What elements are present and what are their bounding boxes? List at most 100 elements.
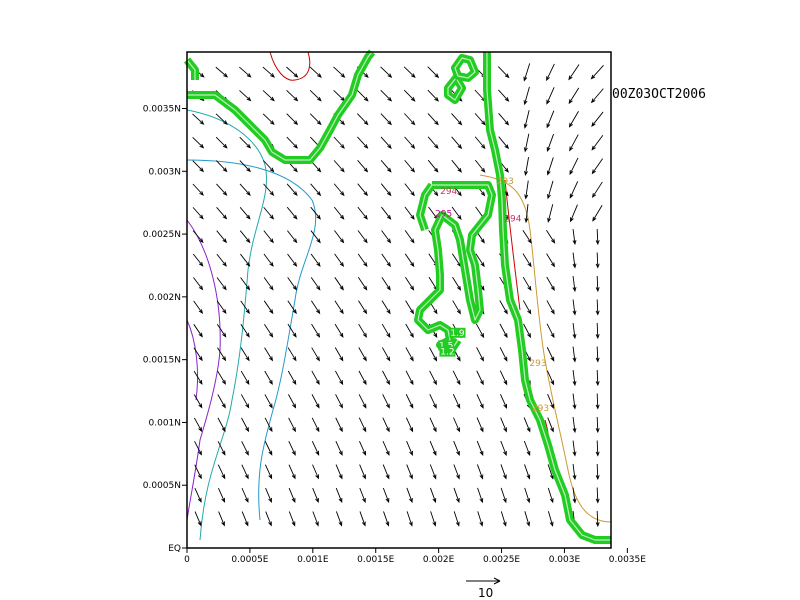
date-label: 00Z03OCT2006 xyxy=(612,87,706,102)
wind-arrow xyxy=(192,136,205,149)
wind-arrow xyxy=(287,230,298,244)
wind-arrow xyxy=(499,323,508,339)
wind-arrow xyxy=(217,394,226,409)
wind-arrow xyxy=(404,230,415,244)
wind-arrow xyxy=(477,487,484,504)
wind-arrow xyxy=(311,417,320,433)
wind-arrow xyxy=(263,230,274,244)
wind-arrow xyxy=(288,464,296,480)
wind-arrow xyxy=(358,323,367,338)
wind-arrow xyxy=(405,276,415,291)
wind-arrow xyxy=(476,440,484,457)
contour-label: 294 xyxy=(440,187,457,197)
wind-arrow xyxy=(311,441,320,456)
wind-arrow xyxy=(590,65,604,80)
contour-line xyxy=(504,179,521,311)
wind-arrow xyxy=(216,183,228,196)
wind-arrow xyxy=(500,487,507,504)
wind-arrow xyxy=(406,464,413,480)
wind-arrow xyxy=(591,111,604,127)
wind-arrow xyxy=(406,487,413,504)
wind-arrow xyxy=(572,229,577,246)
wind-arrow xyxy=(241,441,249,456)
wind-arrow xyxy=(286,113,299,126)
x-tick-label: 0.0015E xyxy=(357,555,394,565)
wind-arrow xyxy=(358,417,367,433)
wind-arrow xyxy=(263,277,274,291)
wind-arrow xyxy=(500,464,507,480)
wind-arrow xyxy=(262,90,275,102)
wind-arrow xyxy=(358,300,368,315)
wind-arrow xyxy=(286,90,299,102)
wind-arrow xyxy=(262,113,275,126)
wind-arrow xyxy=(453,417,460,433)
wind-arrow xyxy=(572,276,577,293)
wind-arrow xyxy=(595,393,600,410)
wind-arrow xyxy=(523,440,531,457)
wind-arrow xyxy=(427,89,439,102)
wind-arrow xyxy=(264,323,274,338)
wind-arrow xyxy=(218,487,226,503)
wind-arrow xyxy=(524,511,531,527)
wind-arrow xyxy=(333,136,345,149)
y-tick-label: 0.003N xyxy=(149,167,182,177)
contour-label: 295 xyxy=(435,209,452,219)
wind-arrow xyxy=(546,229,556,244)
wind-arrow xyxy=(334,300,344,315)
wind-arrow xyxy=(572,346,577,363)
wind-arrow xyxy=(239,90,252,102)
wind-arrow xyxy=(546,323,555,339)
wind-arrow xyxy=(381,230,392,244)
x-tick-label: 0 xyxy=(184,555,190,565)
wind-arrow xyxy=(194,464,202,480)
wind-arrow xyxy=(310,206,321,220)
wind-arrow xyxy=(524,204,529,224)
wind-arrow xyxy=(192,253,204,267)
wind-arrow xyxy=(572,393,577,410)
wind-arrow xyxy=(264,464,273,480)
wind-arrow xyxy=(193,347,203,362)
wind-arrow xyxy=(357,253,368,268)
wind-arrow xyxy=(312,511,319,527)
wind-arrow xyxy=(262,66,275,78)
wind-arrow xyxy=(523,417,531,433)
wind-arrow xyxy=(357,206,368,220)
wind-arrow xyxy=(239,230,251,244)
wind-arrow xyxy=(358,347,367,362)
wind-arrow xyxy=(546,110,555,129)
wind-arrow xyxy=(595,416,600,434)
y-axis: EQ 0.0005N 0.001N 0.0015N 0.002N 0.0025N 0.003… xyxy=(143,105,187,554)
x-tick-label: 0.003E xyxy=(549,555,581,565)
wind-arrow xyxy=(381,323,391,338)
wind-arrow xyxy=(452,370,461,386)
wind-arrow xyxy=(404,253,415,268)
wind-arrow xyxy=(334,347,344,362)
wind-arrow xyxy=(572,440,577,457)
reference-vector-label: 10 xyxy=(478,586,493,600)
wind-arrow xyxy=(334,230,345,244)
wind-arrow xyxy=(452,276,462,291)
wind-arrow xyxy=(309,113,322,126)
wind-arrow xyxy=(217,370,226,385)
contour-labels: 294 295 294 293 293 293 1.9 1.51.2 xyxy=(435,177,549,414)
wind-arrow xyxy=(359,487,366,504)
wind-arrow xyxy=(311,323,321,338)
wind-arrow xyxy=(239,136,252,149)
wind-arrow xyxy=(403,89,416,102)
contour-label: 293 xyxy=(532,404,549,414)
wind-arrow xyxy=(286,66,299,78)
wind-arrow xyxy=(193,324,203,338)
wind-arrow xyxy=(335,511,343,527)
wind-arrow xyxy=(500,417,507,433)
wind-arrow xyxy=(547,417,554,433)
wind-arrow xyxy=(335,464,343,480)
wind-arrow xyxy=(335,394,343,409)
wind-arrow xyxy=(192,113,205,125)
wind-arrow xyxy=(241,487,249,503)
y-tick-label: 0.002N xyxy=(149,293,182,303)
wind-arrow xyxy=(427,136,439,150)
wind-arrow xyxy=(265,511,272,527)
wind-arrow xyxy=(572,299,577,316)
wind-arrow xyxy=(357,136,369,149)
green-contour-inner xyxy=(454,57,476,79)
